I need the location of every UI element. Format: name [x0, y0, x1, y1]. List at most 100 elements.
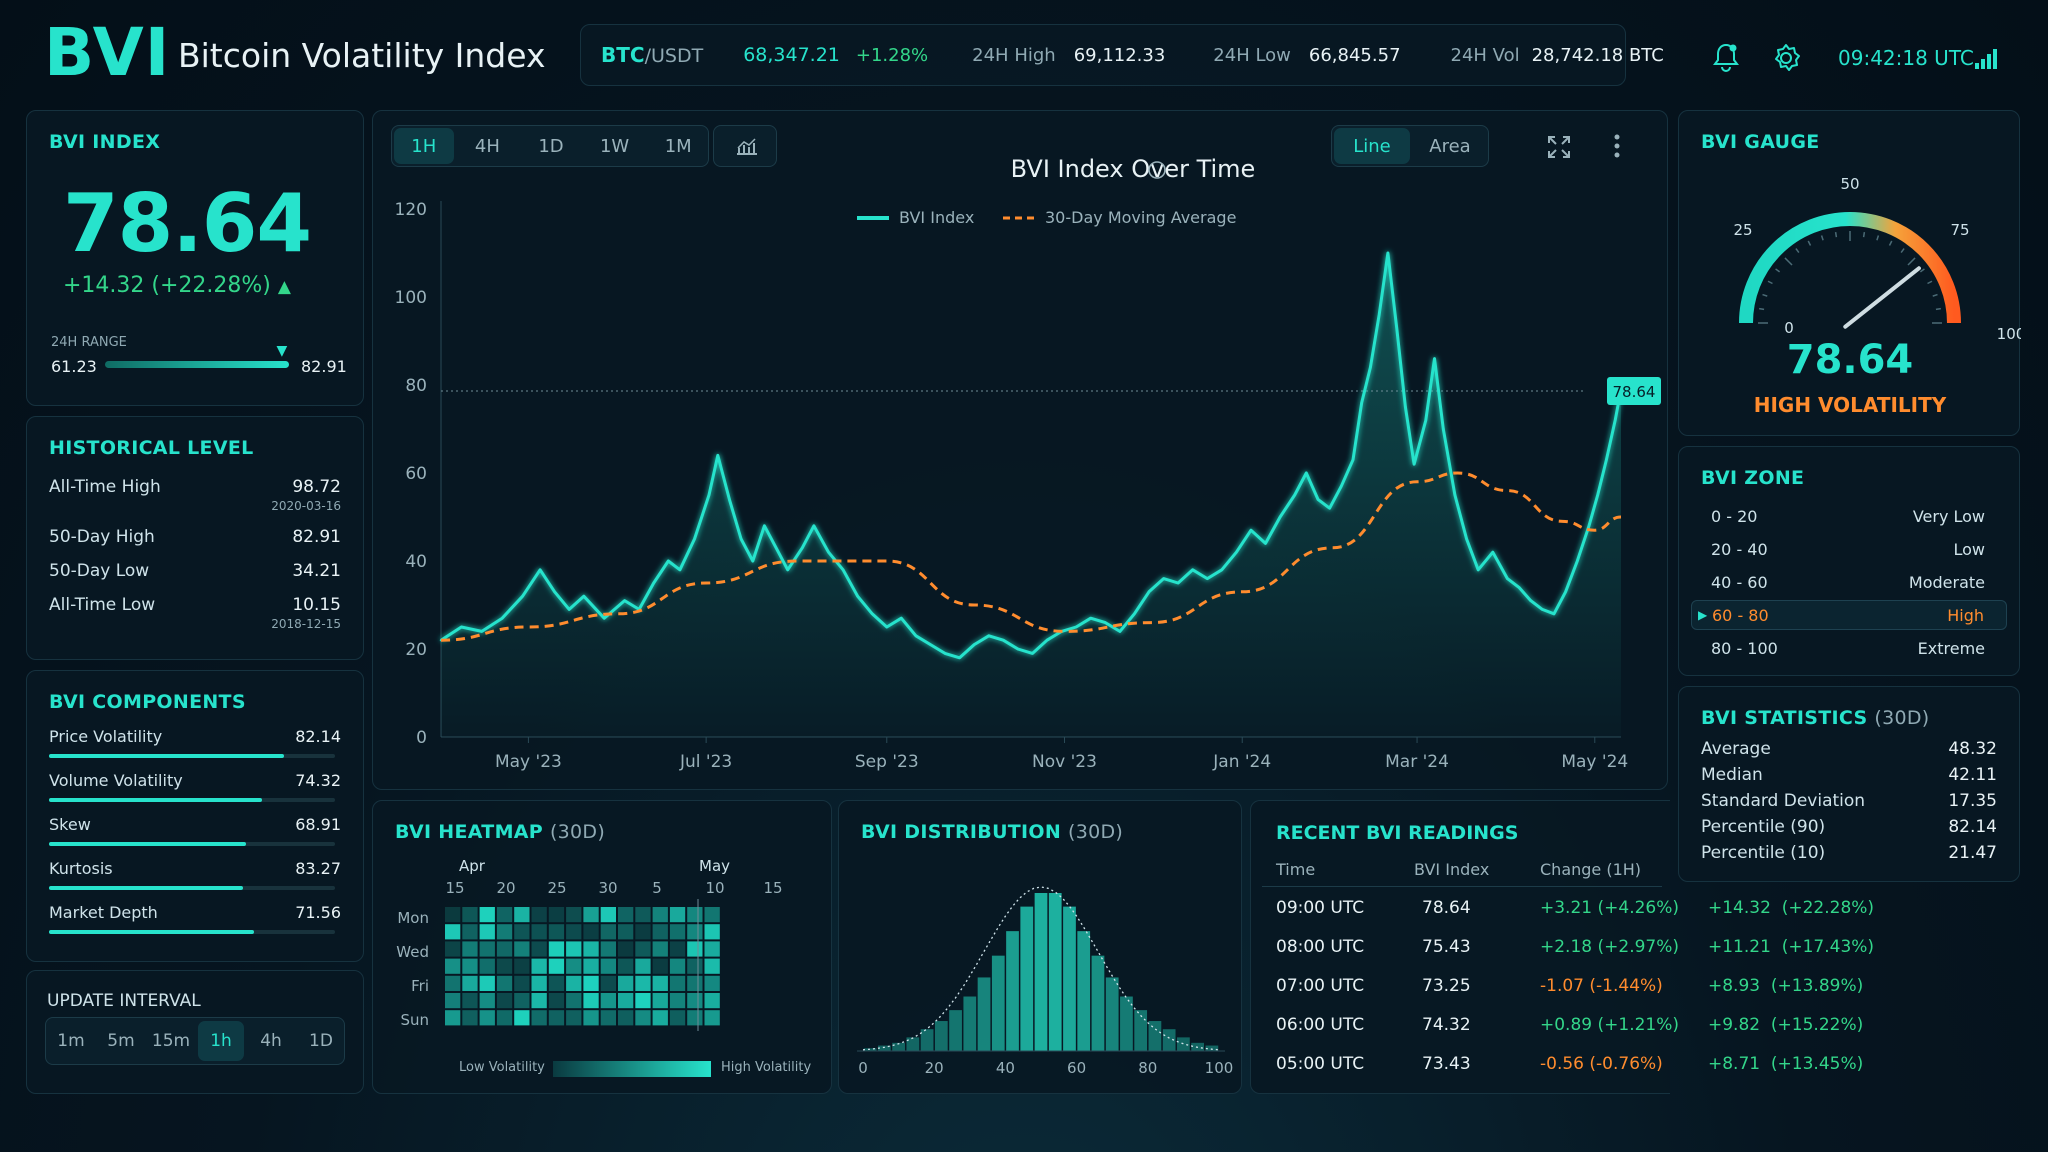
reading-change: +3.21 (+4.26%): [1540, 898, 1680, 918]
distribution-panel: BVI DISTRIBUTION (30D) 0 20 40 60 80 100: [838, 800, 1242, 1094]
gauge-tick-label: 100: [1997, 325, 2021, 343]
heatmap-cell: [635, 924, 651, 940]
zone-range: 60 - 80: [1712, 605, 1769, 625]
bvi-point: [582, 595, 585, 598]
heatmap-cell: [496, 924, 513, 940]
bvi-point: [1424, 419, 1427, 422]
component-row: Volume Volatility 74.32: [49, 771, 341, 790]
timeframe-1M[interactable]: 1M: [664, 135, 692, 157]
bvi-point: [929, 643, 932, 646]
gear-icon[interactable]: [1771, 43, 1801, 77]
active-zone-marker-icon: ▶: [1698, 608, 1708, 622]
bvi-point: [1517, 586, 1521, 589]
historical-value: 82.91: [292, 527, 341, 547]
y-tick-label: 120: [395, 200, 427, 220]
component-row: Skew 68.91: [49, 815, 341, 834]
heatmap-cell: [687, 907, 703, 923]
gauge-tick: [1767, 280, 1773, 285]
bvi-area-fill: [441, 253, 1621, 737]
y-tick-label: 40: [405, 552, 427, 572]
bvi-index-change: +14.32 (+22.28%): [63, 273, 271, 298]
historical-row: All-Time Low 10.15 2018-12-15: [49, 595, 341, 631]
panel-title: HISTORICAL LEVEL: [49, 437, 254, 459]
up-arrow-icon: ▲: [277, 277, 291, 297]
zone-row[interactable]: 0 - 20 Very Low: [1691, 501, 2007, 531]
interval-1h[interactable]: 1h: [198, 1021, 244, 1061]
heatmap-cell: [514, 924, 530, 940]
bvi-point: [1360, 401, 1363, 404]
pair-selector[interactable]: BTC/USDT: [601, 43, 703, 67]
reading-total-change: +14.32 (+22.28%): [1708, 898, 1875, 918]
zone-row[interactable]: 80 - 100 Extreme: [1691, 633, 2007, 663]
zone-row[interactable]: 20 - 40 Low: [1691, 534, 2007, 564]
heatmap-cell: [566, 993, 582, 1009]
heatmap-cell: [566, 975, 582, 991]
zone-range: 20 - 40: [1711, 539, 1768, 559]
timeframe-1W[interactable]: 1W: [599, 135, 630, 157]
timeframe-1H[interactable]: 1H: [394, 128, 454, 164]
panel-title: BVI COMPONENTS: [49, 691, 246, 713]
historical-level-panel: HISTORICAL LEVEL All-Time High 98.72 2020-…: [26, 416, 364, 660]
interval-segment: 1m 5m 15m 1h 4h 1D: [45, 1017, 345, 1065]
zone-row[interactable]: 40 - 60 Moderate: [1691, 567, 2007, 597]
heatmap-cell: [531, 924, 547, 940]
heatmap-cell: [669, 907, 686, 923]
interval-15m[interactable]: 15m: [151, 1031, 191, 1051]
range-marker-icon: ▼: [276, 343, 288, 359]
stat-label: Average: [1701, 739, 1771, 759]
heatmap-cell: [652, 941, 668, 957]
interval-4h[interactable]: 4h: [260, 1031, 282, 1051]
bvi-index-panel: BVI INDEX 78.64 +14.32 (+22.28%) ▲ 24H R…: [26, 110, 364, 406]
heatmap-month-label: May: [699, 857, 730, 875]
bvi-point: [1147, 590, 1151, 593]
bvi-point: [1305, 471, 1308, 475]
timeframe-1D[interactable]: 1D: [538, 135, 564, 157]
app-title: Bitcoin Volatility Index: [178, 36, 546, 75]
indicator-button[interactable]: [713, 125, 777, 167]
interval-1D[interactable]: 1D: [309, 1031, 333, 1051]
bell-icon[interactable]: [1712, 42, 1740, 76]
bvi-point: [1118, 630, 1122, 633]
reading-total-change: +9.82 (+15.22%): [1708, 1015, 1864, 1035]
bvi-point: [1176, 581, 1180, 585]
distribution-tick-label: 0: [858, 1059, 868, 1077]
header-logo: BVI: [44, 14, 171, 91]
heatmap-cell: [704, 958, 720, 974]
heatmap-cell: [496, 993, 513, 1009]
zone-row[interactable]: ▶ 60 - 80 High: [1691, 600, 2007, 630]
timeframe-4H[interactable]: 4H: [474, 135, 500, 157]
mode-selector: Line Area: [1331, 125, 1489, 167]
bvi-point: [1506, 577, 1509, 580]
interval-1m[interactable]: 1m: [57, 1031, 85, 1051]
heatmap-row-label: Sun: [400, 1011, 429, 1029]
heatmap-cell: [652, 958, 668, 974]
heatmap-cell: [531, 958, 547, 974]
signal-icon: [1974, 48, 1998, 74]
zone-range-group: 80 - 100: [1711, 639, 1778, 658]
mode-area[interactable]: Area: [1429, 135, 1471, 157]
heatmap-cell: [600, 975, 616, 991]
bvi-point: [1278, 515, 1282, 519]
expand-icon[interactable]: [1547, 135, 1571, 163]
zone-range: 40 - 60: [1711, 572, 1768, 592]
historical-date: 2018-12-15: [271, 617, 341, 631]
heatmap-cell: [566, 907, 582, 923]
more-options-icon[interactable]: [1613, 133, 1621, 163]
heatmap-column-label: 25: [547, 879, 566, 897]
distribution-bar: [963, 996, 977, 1051]
mode-line[interactable]: Line: [1334, 128, 1410, 164]
stats-subtitle: (30D): [1874, 707, 1930, 729]
heatmap-cell: [514, 941, 530, 957]
heatmap-cell: [583, 941, 599, 957]
heatmap-cell: [566, 941, 582, 957]
heatmap-cell: [652, 975, 668, 991]
heatmap-cell: [479, 993, 495, 1009]
stat-value: 21.47: [1948, 843, 1997, 863]
interval-5m[interactable]: 5m: [107, 1031, 135, 1051]
pair-base: BTC: [601, 43, 645, 67]
reading-value: 74.32: [1422, 1015, 1471, 1035]
chart-title: BVI Index Over Time: [1011, 155, 1256, 183]
x-tick-label: May '23: [495, 752, 562, 772]
distribution-bar: [906, 1037, 920, 1051]
chart-indicator-icon: [737, 138, 757, 155]
